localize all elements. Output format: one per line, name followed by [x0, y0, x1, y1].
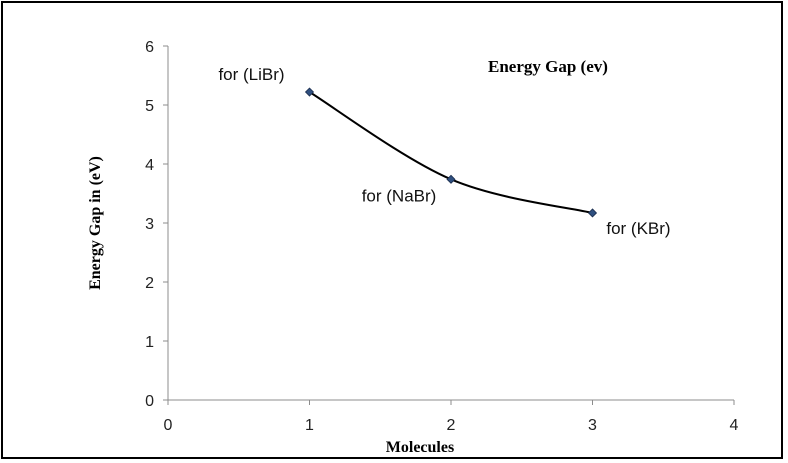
y-tick-label: 6 [145, 39, 154, 56]
annotations: for (LiBr) for (NaBr) for (KBr) [218, 65, 670, 238]
data-label: for (NaBr) [362, 186, 437, 205]
y-axis-label: Energy Gap in (eV) [87, 156, 104, 290]
y-tick-label: 5 [145, 98, 154, 115]
y-tick-label: 2 [145, 275, 154, 292]
y-tick-label: 4 [145, 157, 154, 174]
y-tick-label: 3 [145, 216, 154, 233]
data-point [587, 208, 598, 218]
x-tick-label: 1 [305, 417, 314, 434]
x-tick-label: 2 [447, 417, 456, 434]
x-tick-label: 4 [730, 417, 739, 434]
data-label: for (KBr) [606, 219, 670, 238]
series [304, 87, 598, 218]
x-tick-label: 0 [164, 417, 173, 434]
chart-title: Energy Gap (ev) [488, 57, 608, 76]
data-point [304, 87, 315, 97]
series-line [308, 91, 593, 214]
data-point [446, 174, 456, 184]
tick-labels: 0 1 2 3 4 5 6 0 1 2 3 4 [145, 39, 738, 434]
x-axis-label: Molecules [386, 439, 454, 456]
x-tick-label: 3 [588, 417, 597, 434]
y-tick-label: 0 [145, 393, 154, 410]
axes [163, 45, 735, 405]
data-label: for (LiBr) [218, 65, 284, 84]
y-tick-label: 1 [145, 334, 154, 351]
